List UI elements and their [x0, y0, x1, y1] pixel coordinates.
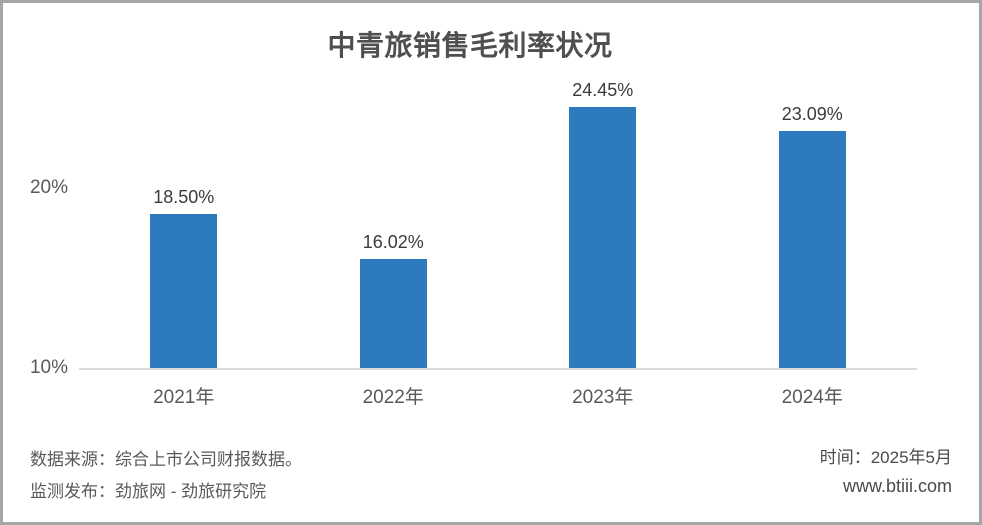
bar-2022年: 16.02% [359, 232, 427, 368]
bar-value-label: 23.09% [781, 104, 843, 125]
bar-value-label: 16.02% [362, 232, 424, 252]
x-tick-label: 2021年 [153, 387, 215, 408]
plot-area: 18.50% 2021年 16.02% 2022年 24.45% 2023年 23.09% 2… [79, 60, 918, 408]
chart-title: 中青旅销售毛利率状况 [327, 30, 613, 61]
bar-slot: 24.45% 2023年 [498, 60, 708, 408]
footer-time: 时间：2025年5月 [819, 448, 952, 467]
bar-slot: 16.02% 2022年 [289, 60, 499, 408]
footer-publisher: 监测发布：劲旅网 - 劲旅研究院 [30, 482, 267, 501]
bar-slot: 23.09% 2024年 [708, 60, 918, 408]
footer-right: 时间：2025年5月 www.btiii.com [820, 443, 952, 501]
x-tick-label: 2023年 [572, 387, 634, 408]
bar-value-label: 24.45% [572, 79, 634, 100]
bar-slot: 18.50% 2021年 [79, 60, 289, 408]
bar-2024年: 23.09% [778, 104, 846, 368]
bar-value-label: 18.50% [153, 187, 215, 208]
bar-2023年: 24.45% [569, 80, 637, 368]
x-tick-label: 2024年 [781, 387, 843, 408]
y-axis-tick-10: 10% [29, 357, 68, 378]
footer-source: 数据来源：综合上市公司财报数据。 [30, 450, 302, 469]
footer-website: www.btiii.com [842, 476, 952, 496]
x-axis-line [79, 368, 917, 370]
y-axis-tick-20: 20% [29, 177, 68, 198]
x-tick-label: 2022年 [362, 387, 424, 408]
bar-2021年: 18.50% [150, 187, 218, 368]
footer-left: 数据来源：综合上市公司财报数据。 监测发布：劲旅网 - 劲旅研究院 [30, 444, 302, 508]
